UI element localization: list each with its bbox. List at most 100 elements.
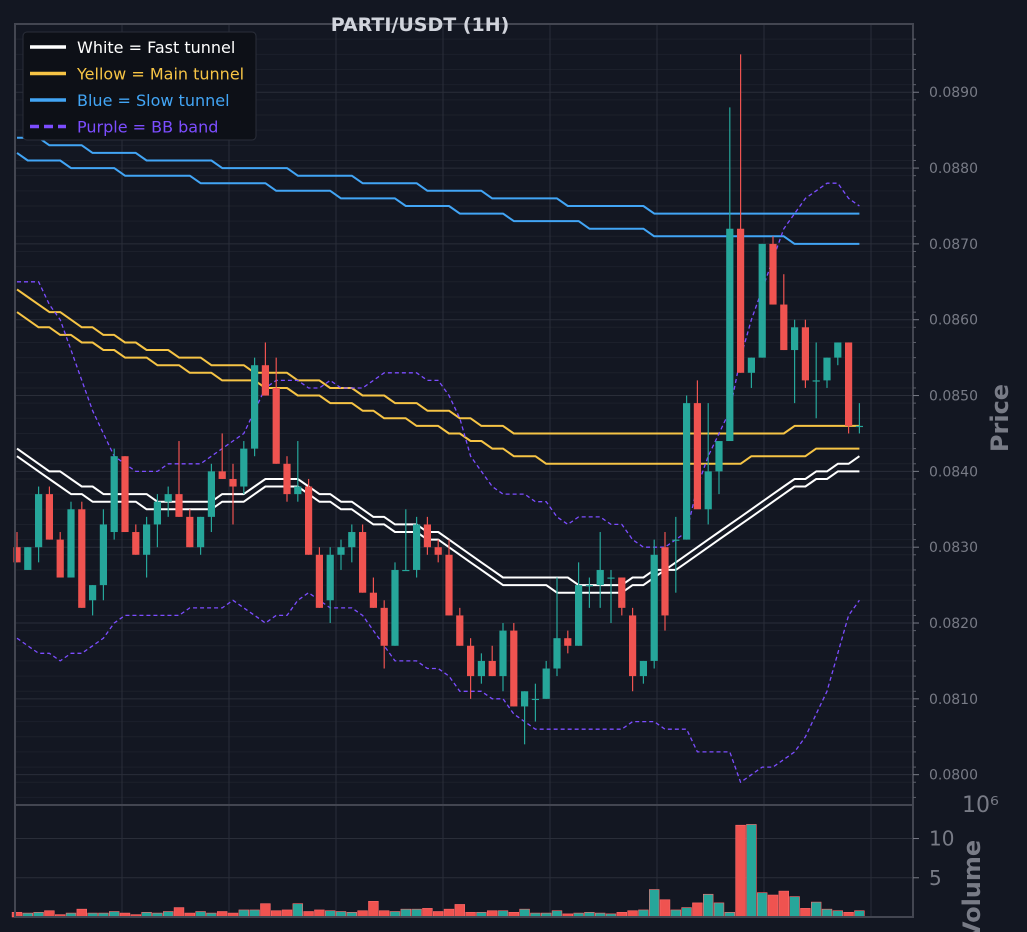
candle-body (110, 456, 118, 533)
volume-scale-exponent: 10⁶ (962, 793, 999, 818)
candle-body (715, 441, 723, 472)
candle-body (186, 516, 194, 548)
candle-body (758, 243, 766, 358)
candle-body (45, 494, 53, 540)
candle (251, 357, 259, 457)
price-tick-label: 0.0880 (929, 161, 978, 177)
price-tick-label: 0.0810 (929, 692, 978, 708)
candle-body (391, 569, 399, 646)
candle (564, 630, 572, 654)
candle (56, 532, 64, 578)
candle-body (467, 645, 475, 677)
bb-lower-line (16, 592, 860, 783)
candle-body (747, 357, 755, 373)
candle-body (629, 615, 637, 677)
candle (153, 494, 161, 548)
candle (542, 660, 550, 699)
candle-body (369, 592, 377, 608)
candle (294, 441, 302, 502)
volume-bar (681, 907, 692, 918)
candle (240, 441, 248, 495)
candle (510, 623, 518, 707)
candle (639, 660, 647, 684)
legend-label: Blue = Slow tunnel (77, 91, 230, 110)
candle-body (834, 342, 842, 358)
candle (488, 645, 496, 677)
volume-bar (368, 901, 379, 918)
candle (553, 577, 561, 677)
candle-body (737, 228, 745, 373)
volume-bar (659, 899, 671, 918)
candle-body (531, 698, 539, 701)
price-tick-label: 0.0860 (929, 313, 978, 329)
candle (434, 539, 442, 563)
candle-body (521, 691, 529, 707)
legend: White = Fast tunnel Yellow = Main tunnel B… (22, 31, 257, 141)
volume-grid (15, 805, 913, 917)
candle (629, 607, 637, 692)
candle-body (305, 486, 313, 555)
candle-body (596, 569, 604, 586)
candle (845, 342, 853, 434)
candle (737, 54, 745, 373)
candle-body (143, 524, 151, 555)
candle-body (488, 660, 496, 677)
candle-body (801, 327, 809, 381)
candle (272, 357, 280, 464)
candle (467, 638, 475, 699)
candle-body (618, 577, 626, 608)
candle (99, 509, 107, 601)
candle-body (413, 524, 421, 570)
candle-body (423, 524, 431, 548)
candle (423, 516, 431, 555)
candle-body (261, 365, 269, 396)
volume-bar (789, 896, 800, 918)
candle (207, 463, 215, 533)
candle (704, 403, 712, 525)
candle (521, 691, 529, 745)
candle-body (326, 554, 334, 601)
candle-body (639, 660, 647, 677)
candle (618, 577, 626, 616)
candle (326, 547, 334, 624)
volume-bar (281, 909, 293, 918)
volume-bar (767, 894, 779, 918)
candle (413, 516, 421, 578)
price-tick-label: 0.0820 (929, 616, 978, 632)
candle (110, 448, 118, 540)
price-tick-label: 0.0840 (929, 464, 978, 480)
candle-body (153, 501, 161, 525)
candle (683, 395, 691, 540)
volume-bar (249, 909, 260, 918)
candle-body (855, 425, 863, 428)
candle (218, 433, 226, 479)
slow-lower-line (16, 152, 860, 245)
candle-body (456, 615, 464, 646)
candle-body (683, 403, 691, 540)
candle (758, 243, 766, 358)
candle (45, 486, 53, 540)
candle (35, 486, 43, 563)
candle-body (315, 554, 323, 608)
volume-axis-label: Volume (958, 840, 986, 932)
candle-body (672, 539, 680, 541)
candle (315, 547, 323, 608)
candle-body (218, 471, 226, 479)
candle (445, 539, 453, 616)
candle-body (240, 448, 248, 487)
candle-body (121, 456, 129, 533)
candle (650, 539, 658, 669)
candle-body (337, 547, 345, 555)
candle (13, 532, 21, 563)
volume-bar (692, 902, 703, 918)
candle-body (780, 304, 788, 351)
slow-upper-line (17, 136, 860, 215)
candle (585, 577, 593, 608)
candle (477, 653, 485, 684)
candle-body (499, 630, 507, 677)
candle-body (359, 532, 367, 593)
candle (823, 357, 831, 388)
candle-body (823, 357, 831, 381)
candle-body (845, 342, 853, 426)
candle-body (164, 494, 172, 502)
